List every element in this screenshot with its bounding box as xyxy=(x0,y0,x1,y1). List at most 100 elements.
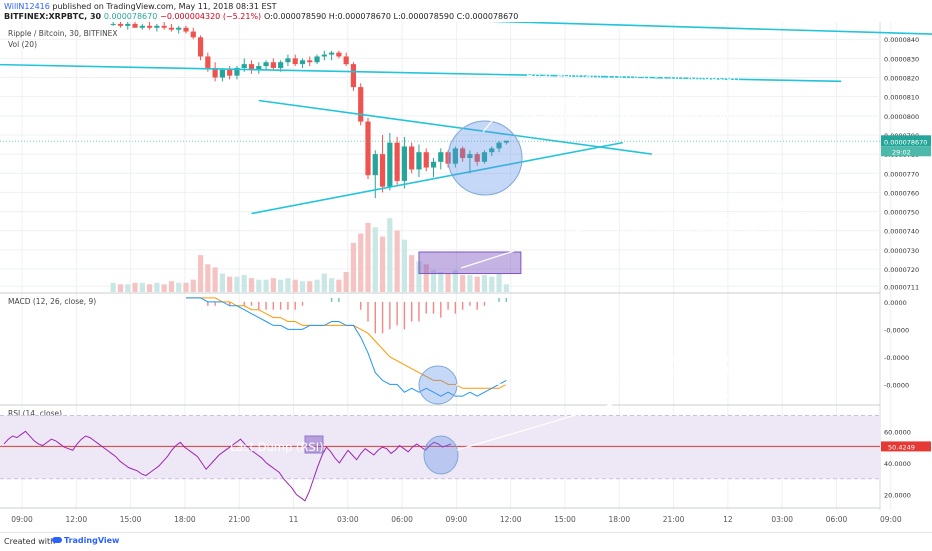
volume-bar xyxy=(372,227,378,292)
symbol-line: BITFINEX:XRPBTC, 30 0.000078670 −0.00000… xyxy=(4,12,518,21)
candle-body xyxy=(379,154,386,187)
bear-pointer-line xyxy=(482,89,518,133)
macd-rsi-text: a move (likely down) xyxy=(630,389,750,403)
candle-body xyxy=(227,69,233,76)
symbol-ohlc: O:0.000078590 H:0.000078670 L:0.00007859… xyxy=(263,12,519,21)
publish-line: WillN12416 published on TradingView.com,… xyxy=(4,2,277,11)
macd-tick-label: -0.0000 xyxy=(884,381,909,389)
volume-bar xyxy=(125,284,131,292)
volume-bar xyxy=(234,276,240,292)
candle-body xyxy=(219,69,225,78)
consolidation-text: always followed by a significant xyxy=(622,210,805,224)
x-tick-label: 18:00 xyxy=(608,515,630,524)
rsi-band xyxy=(0,415,880,479)
volume-bar xyxy=(423,264,429,292)
macd-pointer-line xyxy=(455,381,625,386)
volume-bar xyxy=(154,282,160,292)
rsi-label: RSI (14, close) xyxy=(8,409,62,418)
trading-chart[interactable]: 09:00 12:00 15:00 18:00 21:00 11 03:00 06:00 09:… xyxy=(0,22,932,532)
price-tick-label: 0.0000770 xyxy=(884,170,919,178)
volume-bar xyxy=(256,279,262,292)
macd-circle xyxy=(418,365,458,405)
x-tick-label: 09:00 xyxy=(11,515,33,524)
x-tick-label: 15:00 xyxy=(554,515,576,524)
x-tick-label: 06:00 xyxy=(826,515,848,524)
trendline-pennant-upper xyxy=(258,99,653,155)
volume-bar xyxy=(430,270,437,292)
candle-body xyxy=(263,62,269,67)
volume-bar xyxy=(460,275,466,292)
macd-rsi-text: consolidation yet, before xyxy=(630,376,773,390)
candle-body xyxy=(387,142,393,187)
volume-bar xyxy=(343,272,349,292)
last-price-label: 0.000078670 xyxy=(884,138,927,146)
footer: Created with TradingView xyxy=(0,532,932,551)
chart-title: Ripple / Bitcoin, 30, BITFINEX xyxy=(8,29,118,38)
last-price-tag xyxy=(881,135,931,147)
bear-pennant-text: Looking for a breakout below the Lower xyxy=(526,94,754,108)
consolidation-text: here. xyxy=(622,235,652,249)
rsi-circle xyxy=(423,435,459,475)
volume-bar xyxy=(350,242,357,292)
symbol-price: 0.000078670 xyxy=(103,12,158,21)
candle-body xyxy=(489,148,495,153)
rsi-pointer-line xyxy=(456,403,614,451)
macd-tick-label: -0.0000 xyxy=(884,326,909,334)
candle-body xyxy=(183,27,189,32)
candle-body xyxy=(117,23,124,26)
volume-bar xyxy=(248,278,255,292)
macd-rsi-text: as if there is a bit more xyxy=(630,364,764,378)
x-tick-label: 21:00 xyxy=(663,515,685,524)
macd-tick-label: 0.0000 xyxy=(884,299,907,307)
candle-body xyxy=(292,58,298,65)
trendline-lower-long-resistance xyxy=(0,63,842,83)
volume-bar xyxy=(263,279,269,292)
candle-body xyxy=(430,161,437,168)
price-tick-label: 0.0000830 xyxy=(884,55,919,63)
volume-bar xyxy=(190,279,196,292)
volume-bar xyxy=(336,279,342,292)
candle-body xyxy=(270,62,276,68)
brand-label: TradingView xyxy=(64,536,120,545)
candle-body xyxy=(205,56,211,68)
rsi-tick-label: 60.0000 xyxy=(884,428,911,436)
bear-pennant-title: Bear Pennant Formed - Consolidation xyxy=(526,69,740,83)
candle-body xyxy=(365,121,371,176)
candle-body xyxy=(190,31,196,38)
x-tick-label: 06:00 xyxy=(391,515,413,524)
candle-body xyxy=(176,27,182,30)
candle-body xyxy=(147,25,153,28)
candle-body xyxy=(212,67,218,78)
volume-bar xyxy=(358,233,364,292)
x-tick-label: 11 xyxy=(289,515,299,524)
x-tick-label: 18:00 xyxy=(174,515,196,524)
candle-body xyxy=(474,154,480,162)
candle-body xyxy=(358,87,364,122)
candle-body xyxy=(256,66,262,70)
x-tick-label: 03:00 xyxy=(337,515,359,524)
price-tick-label: 0.0000711 xyxy=(884,283,919,291)
candle-body xyxy=(132,23,138,28)
author-link[interactable]: WillN12416 xyxy=(4,2,50,11)
consolidation-text: reduction in volume. We see that xyxy=(622,222,813,236)
macd-line xyxy=(186,297,507,397)
volume-bar xyxy=(416,261,422,292)
candle-body xyxy=(336,52,342,57)
candle-body xyxy=(307,60,313,63)
candle-body xyxy=(343,56,349,65)
rsi-level-tag xyxy=(881,441,931,452)
price-tick-label: 0.0000740 xyxy=(884,228,919,236)
volume-bar xyxy=(481,275,488,292)
volume-bar xyxy=(241,275,247,292)
volume-bar xyxy=(212,267,218,292)
volume-bar xyxy=(183,282,189,292)
volume-label: Vol (20) xyxy=(8,40,37,49)
candle-body xyxy=(496,142,502,149)
x-tick-label: 03:00 xyxy=(771,515,793,524)
pennant-circle xyxy=(447,120,523,196)
candle-body xyxy=(299,60,306,65)
macd-label: MACD (12, 26, close, 9) xyxy=(8,297,96,306)
candle-body xyxy=(154,25,160,28)
volume-bar xyxy=(278,279,284,292)
tradingview-logo[interactable]: TradingView xyxy=(52,536,119,545)
